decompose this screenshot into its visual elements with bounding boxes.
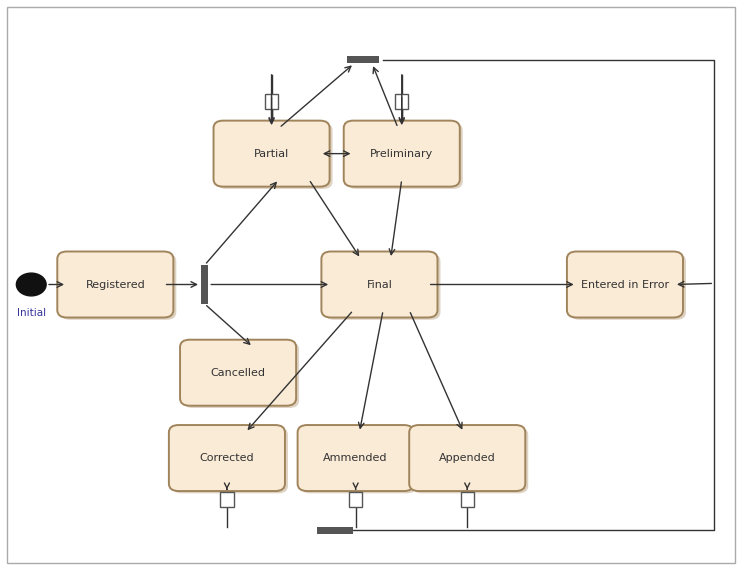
FancyBboxPatch shape bbox=[301, 427, 417, 493]
Bar bbox=[347, 56, 379, 64]
Bar bbox=[461, 492, 474, 506]
FancyBboxPatch shape bbox=[169, 425, 285, 491]
Text: Final: Final bbox=[367, 279, 392, 290]
Bar bbox=[201, 265, 208, 304]
Bar bbox=[395, 94, 408, 109]
FancyBboxPatch shape bbox=[183, 342, 299, 408]
Bar bbox=[265, 94, 278, 109]
Text: Registered: Registered bbox=[86, 279, 145, 290]
FancyBboxPatch shape bbox=[298, 425, 414, 491]
Text: Initial: Initial bbox=[16, 308, 46, 319]
FancyBboxPatch shape bbox=[412, 427, 528, 493]
FancyBboxPatch shape bbox=[570, 254, 686, 320]
FancyBboxPatch shape bbox=[324, 254, 440, 320]
Text: Preliminary: Preliminary bbox=[370, 149, 434, 159]
FancyBboxPatch shape bbox=[57, 251, 173, 318]
Bar bbox=[317, 527, 353, 534]
Text: Ammended: Ammended bbox=[324, 453, 388, 463]
FancyBboxPatch shape bbox=[347, 123, 463, 189]
FancyBboxPatch shape bbox=[567, 251, 683, 318]
Text: Cancelled: Cancelled bbox=[211, 368, 266, 378]
Circle shape bbox=[16, 273, 46, 296]
FancyBboxPatch shape bbox=[214, 121, 330, 187]
Text: Appended: Appended bbox=[439, 453, 496, 463]
FancyBboxPatch shape bbox=[409, 425, 525, 491]
FancyBboxPatch shape bbox=[217, 123, 333, 189]
FancyBboxPatch shape bbox=[180, 340, 296, 406]
Text: Entered in Error: Entered in Error bbox=[581, 279, 669, 290]
Bar bbox=[349, 492, 362, 506]
FancyBboxPatch shape bbox=[172, 427, 288, 493]
FancyBboxPatch shape bbox=[344, 121, 460, 187]
FancyBboxPatch shape bbox=[321, 251, 437, 318]
Text: Corrected: Corrected bbox=[199, 453, 254, 463]
Bar bbox=[220, 492, 234, 506]
FancyBboxPatch shape bbox=[60, 254, 176, 320]
Text: Partial: Partial bbox=[254, 149, 289, 159]
